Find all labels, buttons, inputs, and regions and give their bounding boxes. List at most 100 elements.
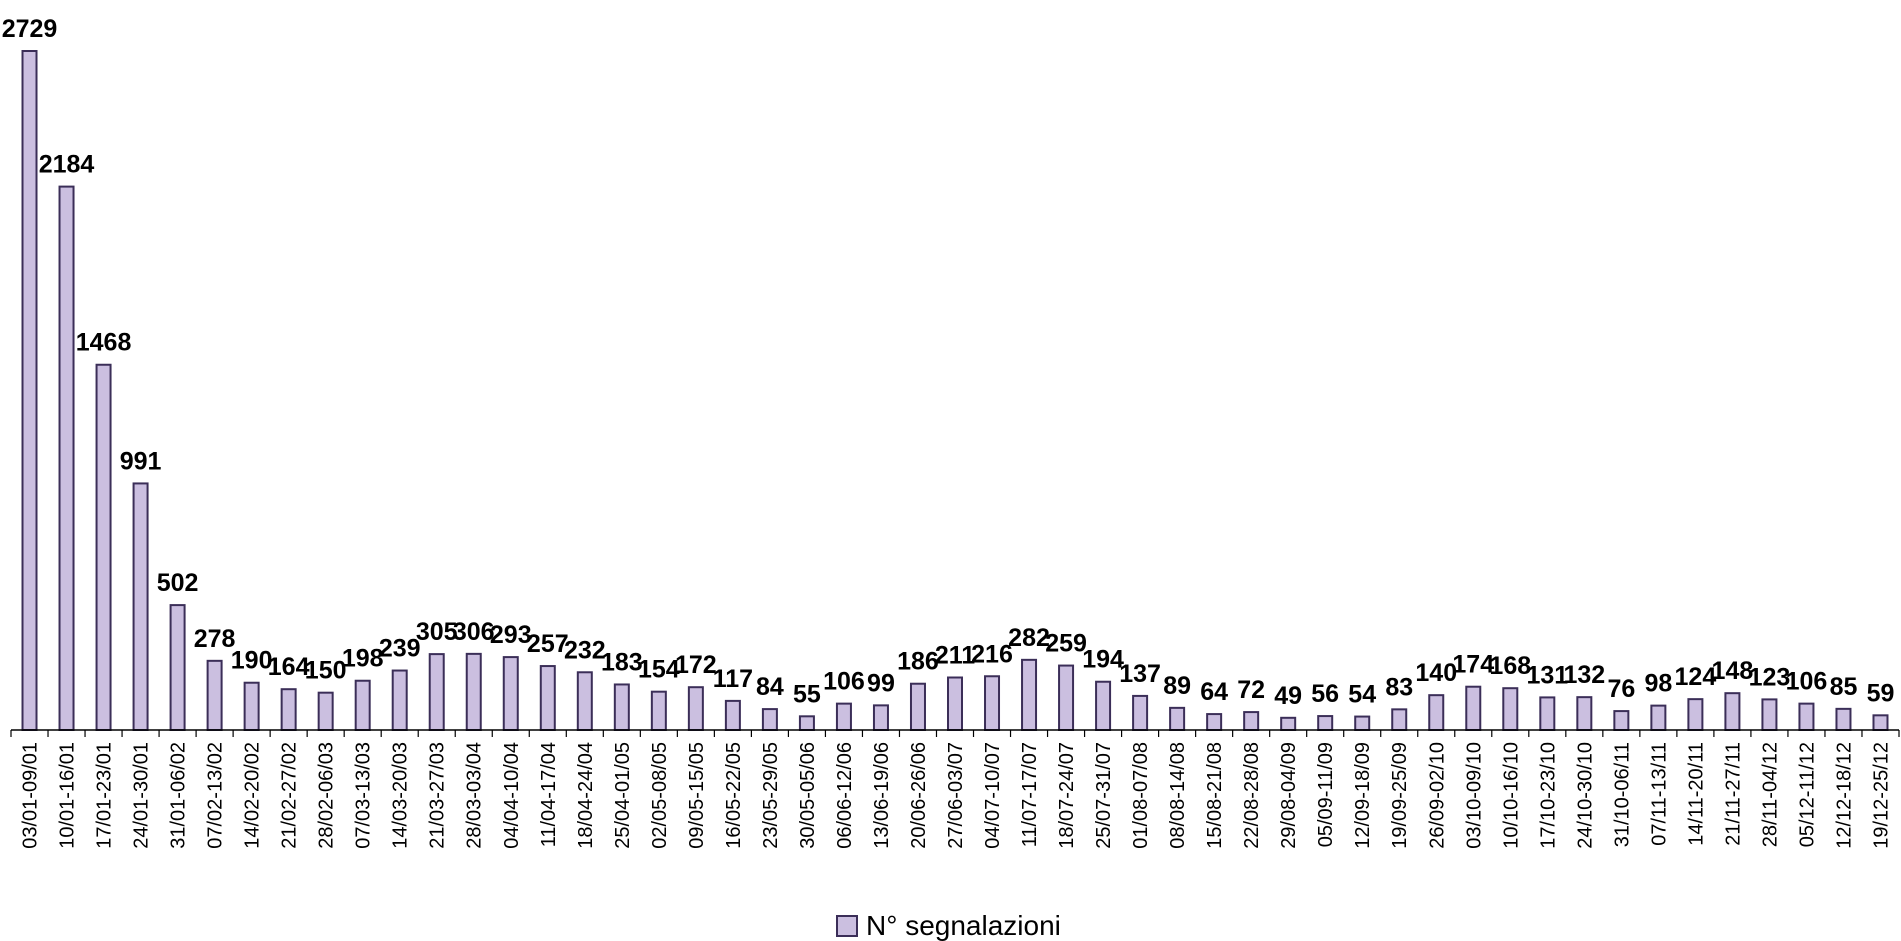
x-tick-label: 02/05-08/05 bbox=[649, 742, 671, 849]
bar bbox=[984, 675, 1001, 732]
bar bbox=[1798, 702, 1815, 731]
data-label: 216 bbox=[971, 640, 1013, 668]
x-tick-label: 09/05-15/05 bbox=[686, 742, 708, 849]
bar bbox=[21, 50, 38, 731]
x-tick-label: 21/02-27/02 bbox=[279, 742, 301, 849]
x-tick-label: 11/07-17/07 bbox=[1019, 742, 1041, 847]
bar bbox=[1058, 664, 1075, 732]
bar bbox=[1576, 696, 1593, 732]
x-tick-label: 24/10-30/10 bbox=[1574, 742, 1596, 849]
x-tick-label: 07/03-13/03 bbox=[353, 742, 375, 849]
data-label: 991 bbox=[120, 447, 162, 475]
x-tick-label: 04/04-10/04 bbox=[501, 742, 523, 849]
bar bbox=[909, 682, 926, 731]
bar bbox=[169, 604, 186, 731]
x-tick-label: 21/03-27/03 bbox=[427, 742, 449, 849]
bar bbox=[1502, 687, 1519, 731]
data-label: 502 bbox=[157, 569, 199, 597]
x-tick-label: 17/10-23/10 bbox=[1537, 742, 1559, 849]
bar bbox=[724, 699, 741, 732]
bars-group bbox=[21, 50, 1889, 732]
bar bbox=[502, 656, 519, 731]
bar bbox=[947, 676, 963, 731]
data-label: 56 bbox=[1311, 680, 1339, 708]
data-label: 305 bbox=[416, 618, 458, 646]
data-label: 172 bbox=[675, 651, 717, 679]
x-tick-label: 05/09-11/09 bbox=[1315, 742, 1337, 847]
bar bbox=[391, 669, 408, 731]
data-label: 137 bbox=[1119, 660, 1161, 688]
bar bbox=[317, 691, 334, 732]
legend-label: N° segnalazioni bbox=[866, 910, 1061, 941]
bar bbox=[1465, 685, 1482, 731]
data-label: 64 bbox=[1200, 678, 1228, 706]
bar bbox=[835, 702, 852, 731]
bar bbox=[280, 688, 297, 732]
bar bbox=[58, 185, 75, 731]
data-label: 89 bbox=[1163, 672, 1191, 700]
data-label: 54 bbox=[1348, 681, 1376, 709]
data-label: 154 bbox=[638, 656, 680, 684]
x-tick-label: 20/06-26/06 bbox=[908, 742, 930, 849]
x-tick-marks-group bbox=[10, 730, 1900, 737]
data-label: 259 bbox=[1045, 630, 1087, 658]
bar bbox=[132, 482, 149, 732]
data-label: 123 bbox=[1749, 663, 1791, 691]
x-tick-label: 26/09-02/10 bbox=[1426, 742, 1448, 849]
x-tick-label: 15/08-21/08 bbox=[1204, 742, 1226, 849]
bar bbox=[465, 652, 482, 732]
bar bbox=[539, 665, 556, 732]
x-tick-label: 25/07-31/07 bbox=[1093, 742, 1115, 849]
bar bbox=[1391, 708, 1408, 731]
bar bbox=[95, 363, 112, 731]
data-label: 124 bbox=[1675, 663, 1717, 691]
bar bbox=[1132, 694, 1149, 731]
data-label: 148 bbox=[1712, 657, 1754, 685]
bar bbox=[1650, 704, 1667, 731]
data-label: 2729 bbox=[2, 15, 58, 43]
data-label: 59 bbox=[1867, 679, 1895, 707]
data-label: 106 bbox=[1786, 668, 1828, 696]
legend: N° segnalazioni bbox=[836, 910, 1061, 941]
data-label: 168 bbox=[1489, 652, 1531, 680]
bar bbox=[1095, 680, 1112, 731]
bar bbox=[761, 708, 778, 731]
bar bbox=[243, 681, 260, 731]
bar bbox=[687, 686, 704, 731]
bar bbox=[872, 704, 889, 732]
x-tick-label: 05/12-11/12 bbox=[1796, 742, 1818, 847]
x-tick-label: 01/08-07/08 bbox=[1130, 742, 1152, 849]
data-label: 84 bbox=[756, 673, 784, 701]
x-tick-label: 28/11-04/12 bbox=[1759, 742, 1781, 847]
x-tick-label: 28/02-06/03 bbox=[316, 742, 338, 849]
x-tick-label: 13/06-19/06 bbox=[871, 742, 893, 849]
bar bbox=[206, 659, 223, 731]
bar bbox=[1206, 713, 1223, 732]
data-label: 55 bbox=[793, 680, 821, 708]
bar bbox=[1280, 716, 1297, 731]
bar bbox=[1724, 692, 1741, 732]
x-tick-label: 23/05-29/05 bbox=[760, 742, 782, 849]
x-tick-label: 03/01-09/01 bbox=[20, 742, 42, 849]
bar bbox=[650, 690, 667, 732]
x-tick-label: 06/06-12/06 bbox=[834, 742, 856, 849]
data-label: 132 bbox=[1563, 661, 1605, 689]
bar bbox=[1354, 715, 1371, 732]
x-tick-label: 03/10-09/10 bbox=[1463, 742, 1485, 849]
x-tick-label: 27/06-03/07 bbox=[945, 742, 967, 849]
x-tick-label: 30/05-05/06 bbox=[797, 742, 819, 849]
x-tick-label: 31/10-06/11 bbox=[1611, 742, 1633, 847]
data-label: 83 bbox=[1385, 673, 1413, 701]
x-tick-label: 31/01-06/02 bbox=[168, 742, 190, 849]
data-label: 1468 bbox=[76, 329, 132, 357]
data-label: 76 bbox=[1607, 675, 1635, 703]
bar bbox=[1428, 694, 1445, 732]
bar bbox=[1243, 711, 1260, 732]
legend-swatch bbox=[836, 915, 858, 937]
x-tick-label: 18/04-24/04 bbox=[575, 742, 597, 849]
bar bbox=[613, 683, 630, 732]
bar bbox=[576, 671, 593, 732]
x-tick-label: 08/08-14/08 bbox=[1167, 742, 1189, 849]
data-label: 293 bbox=[490, 621, 532, 649]
